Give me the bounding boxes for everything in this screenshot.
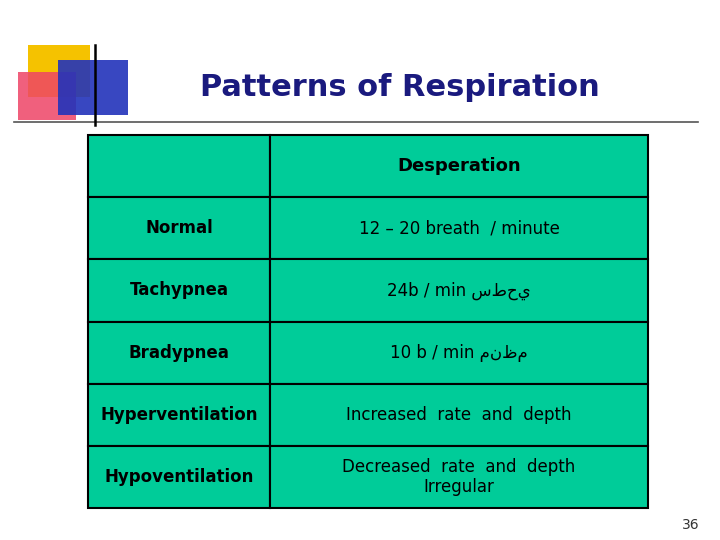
Text: Bradypnea: Bradypnea	[129, 343, 230, 362]
Bar	[88, 446, 270, 508]
Bar	[270, 197, 648, 259]
Text: Normal: Normal	[145, 219, 213, 237]
Bar	[88, 197, 270, 259]
Text: Desperation: Desperation	[397, 157, 521, 175]
Text: Hypoventilation: Hypoventilation	[104, 468, 253, 486]
Bar	[270, 259, 648, 321]
Bar	[88, 259, 270, 321]
Text: 12 – 20 breath  / minute: 12 – 20 breath / minute	[359, 219, 559, 237]
Bar	[270, 135, 648, 197]
Text: Decreased  rate  and  depth
Irregular: Decreased rate and depth Irregular	[343, 457, 575, 496]
Bar	[88, 321, 270, 383]
Text: Tachypnea: Tachypnea	[130, 281, 228, 299]
Text: Increased  rate  and  depth: Increased rate and depth	[346, 406, 572, 424]
Bar	[270, 383, 648, 446]
Text: Patterns of Respiration: Patterns of Respiration	[200, 73, 600, 103]
Bar	[270, 446, 648, 508]
Text: Hyperventilation: Hyperventilation	[100, 406, 258, 424]
Bar	[270, 321, 648, 383]
Bar	[88, 135, 270, 197]
Bar	[88, 383, 270, 446]
Text: 24b / min سطحي: 24b / min سطحي	[387, 281, 531, 300]
Text: 10 b / min منظم: 10 b / min منظم	[390, 343, 528, 362]
Text: 36: 36	[683, 518, 700, 532]
